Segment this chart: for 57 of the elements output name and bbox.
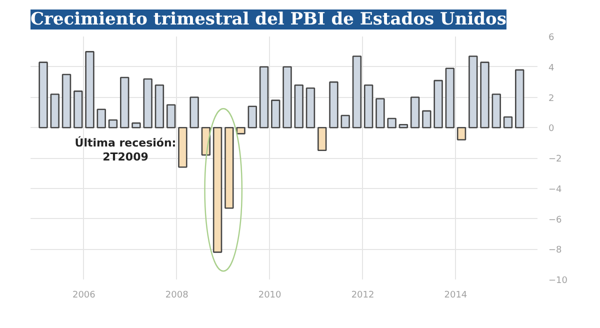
bar [445,68,454,128]
bar [38,62,48,128]
bar [271,100,280,128]
x-tick-label: 2014 [444,290,468,300]
bar [468,56,478,128]
bar [212,126,222,253]
y-tick-label: −4 [548,184,562,195]
bar [515,69,524,128]
bar [340,114,350,128]
y-tick-label: 0 [548,124,554,134]
x-tick-label: 2010 [258,290,282,300]
bar [178,126,188,168]
y-tick-label: −6 [548,215,562,226]
bar [329,81,338,128]
bar [50,94,60,128]
y-tick-label: −2 [548,154,562,164]
chart-title: Crecimiento trimestral del PBI de Estados Unidos [30,10,506,30]
bar [248,106,257,128]
bar [96,108,106,128]
bar [224,126,234,209]
y-tick-label: 6 [548,33,554,43]
bar [456,126,466,140]
bar [434,80,443,128]
x-tick-label: 2012 [351,290,374,300]
bar [236,126,246,134]
annotation: Última recesión: 2T2009 [74,136,176,164]
y-tick-label: 4 [548,63,554,74]
bar [422,110,432,128]
bar [282,66,292,128]
bar [398,124,408,128]
bar [132,122,141,128]
y-tick-label: −10 [548,276,568,286]
x-tick-label: 2008 [165,290,189,300]
bar [108,119,118,128]
bar [492,94,501,128]
bar [376,98,385,128]
bar [294,84,304,128]
x-tick-label: 2006 [72,290,96,300]
bar [480,62,490,128]
bar [306,87,316,128]
bar [364,84,374,128]
bar [166,104,176,128]
y-tick-label: 2 [548,94,554,104]
y-tick-label: −8 [548,246,562,256]
bar [62,74,72,128]
bar [143,78,152,128]
bar [120,76,130,128]
bar [74,90,83,128]
bar [352,56,362,128]
bar [85,51,94,128]
bar [318,126,327,152]
bar [190,96,199,128]
bar [259,66,269,128]
bar [410,96,420,128]
bar [503,116,513,128]
bar [154,84,164,128]
bar [387,118,396,128]
